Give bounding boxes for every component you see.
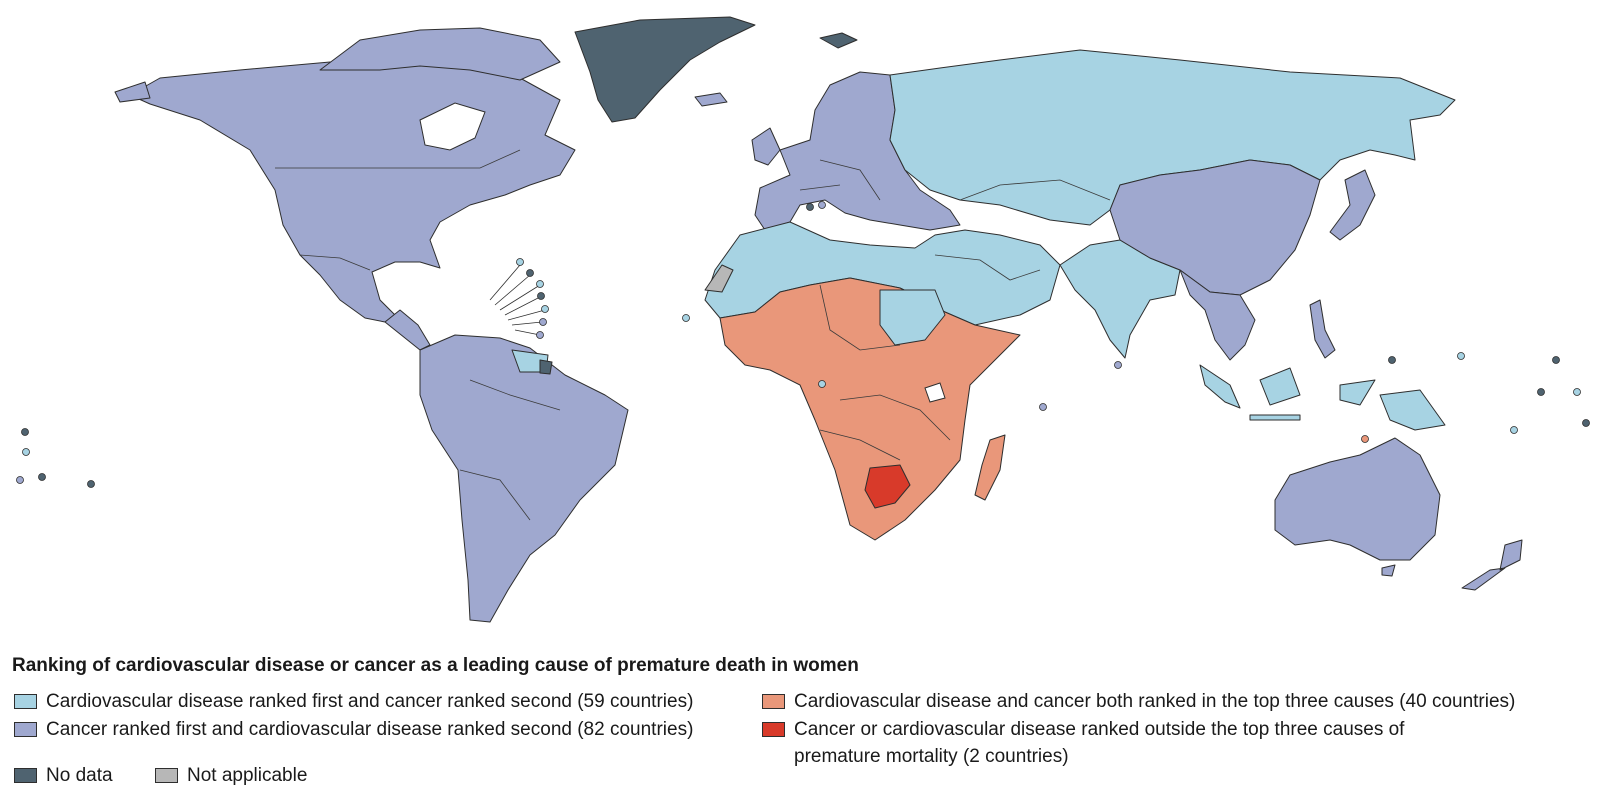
legend-title: Ranking of cardiovascular disease or can… — [12, 655, 859, 676]
legend-swatch-not-applicable — [155, 768, 178, 783]
region-south-america — [419, 334, 629, 623]
island-dots — [16, 201, 1590, 488]
legend-item-not-applicable: Not applicable — [155, 762, 307, 789]
hudson-bay — [419, 102, 486, 151]
region-europe — [754, 71, 961, 231]
region-tasmania — [1381, 564, 1396, 577]
region-australia — [1274, 437, 1441, 561]
legend-swatch-no-data — [14, 768, 37, 783]
region-north-america — [129, 57, 576, 323]
region-uk — [751, 127, 781, 166]
region-china — [1109, 159, 1321, 296]
legend-swatch-outside-top3 — [762, 722, 785, 737]
legend-item-outside-top3: Cancer or cardiovascular disease ranked … — [762, 716, 1404, 770]
border-us-mexico — [299, 254, 371, 271]
border-russia-kaz — [959, 179, 1111, 201]
legend-swatch-cvd-first — [14, 694, 37, 709]
region-iceland — [694, 92, 728, 107]
world-map — [16, 16, 1590, 623]
region-central-america — [384, 309, 431, 351]
region-new-zealand — [1461, 539, 1523, 591]
legend-label-outside-top3-line2: premature mortality (2 countries) — [794, 746, 1069, 767]
region-sudan — [879, 289, 946, 346]
border-us-canada — [275, 149, 521, 169]
region-japan — [1329, 169, 1376, 241]
border-south-america-2 — [459, 469, 531, 521]
legend-item-both-top3: Cardiovascular disease and cancer both r… — [762, 688, 1515, 715]
border-europe — [799, 159, 881, 201]
region-philippines — [1309, 299, 1336, 359]
region-indonesia-png — [1199, 364, 1446, 431]
region-madagascar — [974, 434, 1006, 501]
region-sub-saharan-africa — [719, 277, 1021, 541]
border-africa-1 — [819, 284, 901, 351]
legend-label-not-applicable: Not applicable — [187, 765, 308, 786]
legend-label-outside-top3-line1: Cancer or cardiovascular disease ranked … — [794, 719, 1405, 740]
region-french-guiana — [539, 359, 553, 375]
region-canada-islands — [319, 27, 561, 81]
caribbean-callouts — [489, 264, 546, 336]
border-south-america-1 — [469, 379, 561, 411]
lake-victoria — [924, 382, 946, 403]
legend-swatch-both-top3 — [762, 694, 785, 709]
legend-item-no-data: No data — [14, 762, 113, 789]
legend-label-cancer-first: Cancer ranked first and cardiovascular d… — [46, 719, 694, 740]
region-southeast-asia — [1179, 269, 1256, 361]
region-botswana — [864, 464, 911, 509]
border-middle-east — [934, 254, 1041, 281]
legend-swatch-cancer-first — [14, 722, 37, 737]
legend-item-cvd-first: Cardiovascular disease ranked first and … — [14, 688, 693, 715]
border-africa-2 — [839, 394, 951, 441]
legend-label-cvd-first: Cardiovascular disease ranked first and … — [46, 691, 694, 712]
legend-item-cancer-first: Cancer ranked first and cardiovascular d… — [14, 716, 693, 743]
region-western-sahara — [704, 264, 734, 293]
legend-label-no-data: No data — [46, 765, 113, 786]
region-svalbard — [819, 32, 858, 49]
region-alaska-tip — [114, 81, 151, 103]
legend-label-both-top3: Cardiovascular disease and cancer both r… — [794, 691, 1516, 712]
region-greenland — [574, 16, 756, 123]
border-africa-3 — [819, 429, 901, 461]
